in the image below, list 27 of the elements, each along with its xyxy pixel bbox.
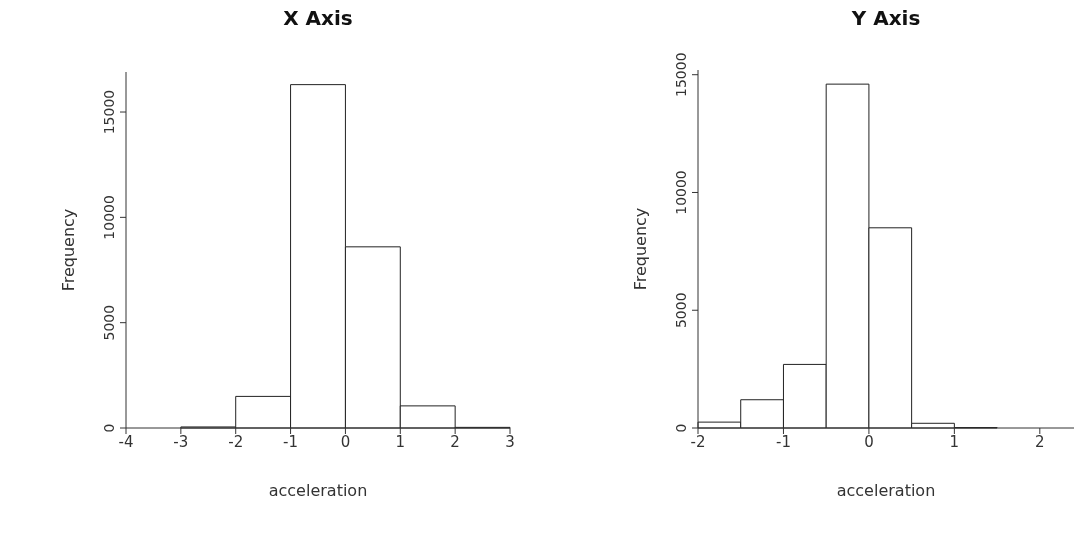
x-tick-label: -1	[283, 432, 299, 451]
y-tick-label: 0	[101, 423, 117, 433]
y-axis-title: Frequency	[58, 208, 78, 292]
y-tick-label: 0	[673, 423, 689, 433]
y-tick-label: 15000	[101, 89, 117, 135]
y-tick-label: 10000	[101, 195, 117, 240]
y-tick-label: 5000	[101, 304, 117, 341]
x-tick-label: 2	[1035, 432, 1045, 451]
chart-title: X Axis	[282, 6, 354, 30]
x-tick-label: 3	[505, 432, 515, 451]
x-tick-label: -2	[690, 432, 706, 451]
x-tick-label: 0	[864, 432, 874, 451]
x-tick-label: -3	[173, 432, 189, 451]
x-tick-label: -1	[775, 432, 791, 451]
chart-title: Y Axis	[850, 6, 922, 30]
x-tick-label: 1	[949, 432, 960, 451]
x-tick-label: -4	[118, 432, 134, 451]
y-tick-label: 15000	[673, 52, 689, 97]
x-axis-title: acceleration	[268, 481, 368, 500]
x-tick-label: -2	[228, 432, 244, 451]
x-axis-title: acceleration	[836, 481, 936, 500]
x-tick-label: 1	[395, 432, 406, 451]
y-tick-label: 5000	[673, 292, 689, 329]
x-tick-label: 0	[340, 432, 351, 451]
y-axis-title: Frequency	[630, 207, 650, 291]
x-tick-label: 2	[450, 432, 460, 451]
y-tick-label: 10000	[673, 170, 689, 215]
